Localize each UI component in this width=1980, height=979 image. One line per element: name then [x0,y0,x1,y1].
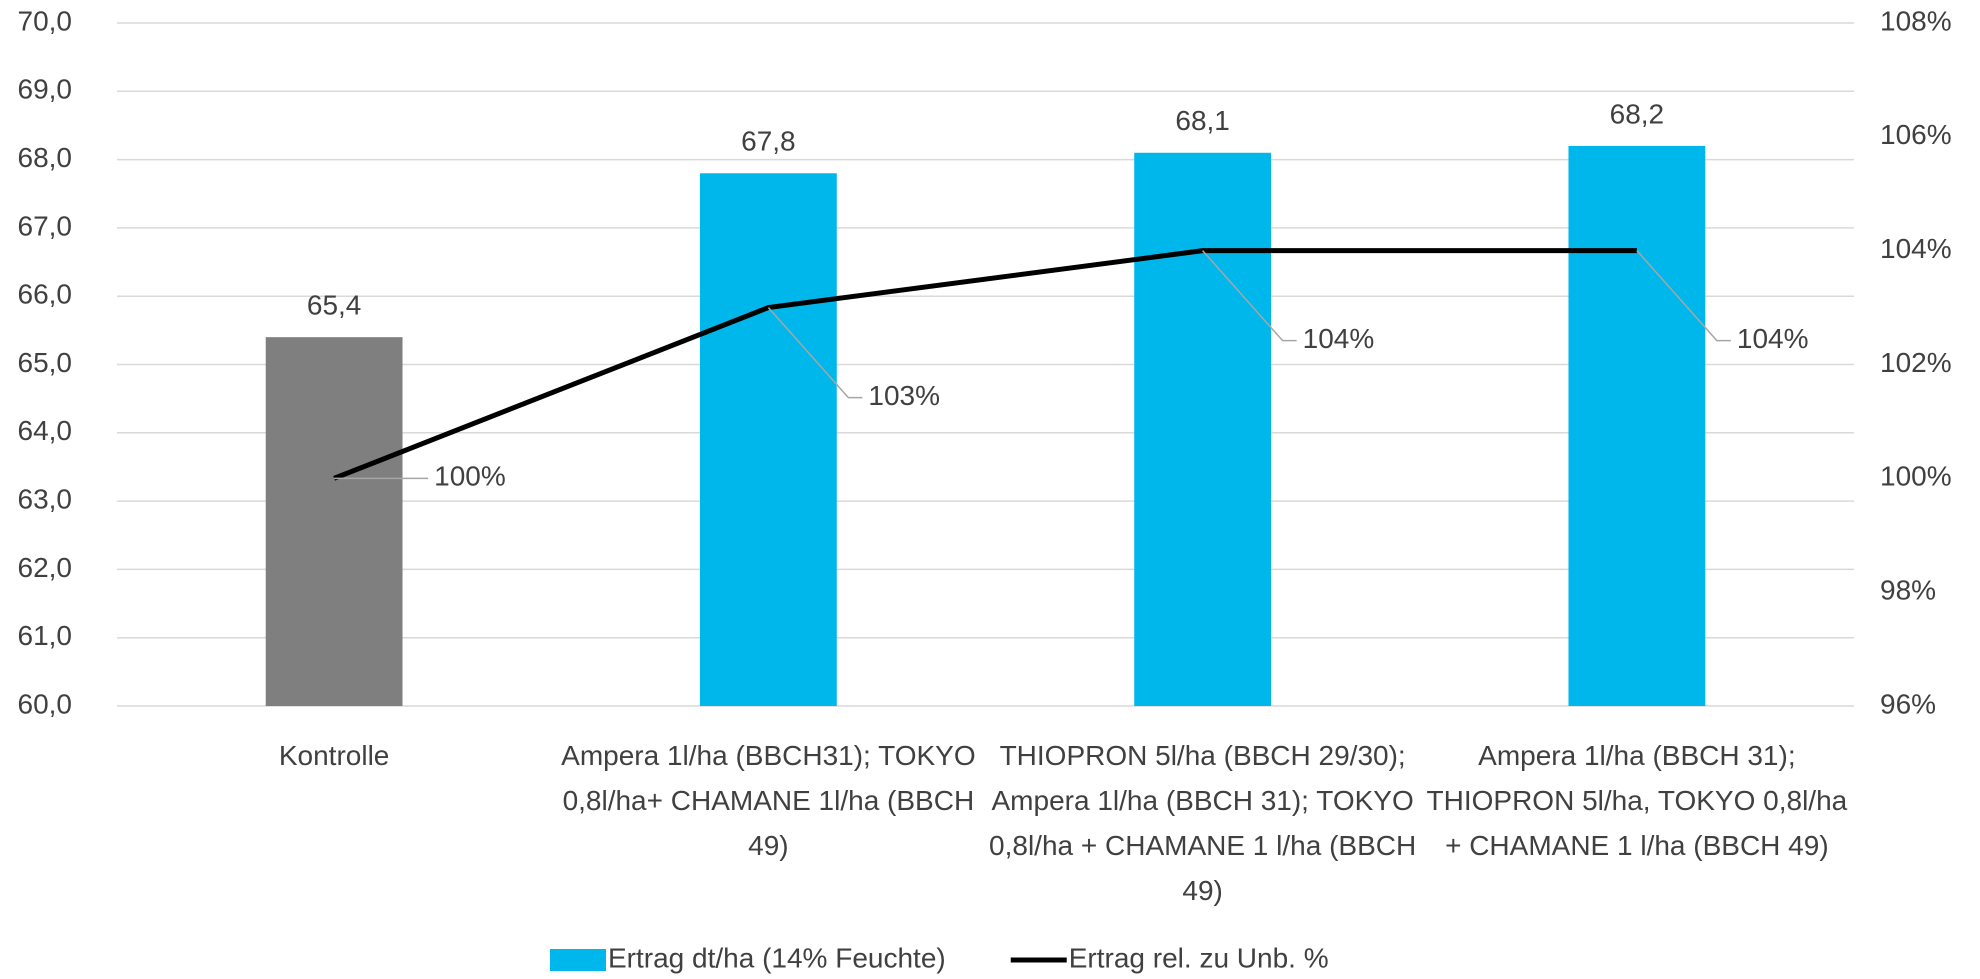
legend-swatch [550,949,606,971]
y-tick-label: 68,0 [18,142,73,173]
bar [1134,152,1272,706]
y-tick-label: 60,0 [18,688,73,719]
y2-tick-label: 96% [1880,688,1936,719]
leader-line [1202,250,1297,342]
y-tick-label: 65,0 [18,347,73,378]
data-label: 68,1 [1175,105,1230,136]
line [333,248,1637,481]
data-label: 104% [1303,323,1375,354]
bar [1568,145,1706,706]
x-tick-label-box: THIOPRON 5l/ha (BBCH 29/30); Ampera 1l/h… [989,740,1417,906]
x-tick-label-box: Ampera 1l/ha (BBCH31); TOKYO 0,8l/ha+ CH… [561,740,976,861]
x-tick-label-box: Ampera 1l/ha (BBCH 31); THIOPRON 5l/ha, … [1426,740,1848,861]
y-tick-label: 64,0 [18,415,73,446]
leader-line [767,307,863,399]
x-tick-label: THIOPRON 5l/ha (BBCH 29/30); Ampera 1l/h… [989,740,1417,906]
y-tick-label: 70,0 [18,5,73,36]
x-tick-label: Kontrolle [278,740,390,771]
x-tick-label: Ampera 1l/ha (BBCH 31); THIOPRON 5l/ha, … [1426,740,1848,861]
y-tick-label: 62,0 [18,552,73,583]
legend-label: Ertrag dt/ha (14% Feuchte) [608,942,946,973]
y2-tick-label: 102% [1880,347,1952,378]
data-label: 103% [868,380,940,411]
legend-label: Ertrag rel. zu Unb. % [1069,942,1329,973]
data-label: 104% [1737,323,1809,354]
y-tick-label: 67,0 [18,210,73,241]
y-tick-label: 69,0 [18,74,73,105]
y-tick-label: 63,0 [18,483,73,514]
y2-tick-label: 100% [1880,461,1952,492]
data-label: 65,4 [307,290,362,321]
x-tick-label-box: Kontrolle [278,740,390,771]
y2-tick-label: 98% [1880,575,1936,606]
x-tick-label: Ampera 1l/ha (BBCH31); TOKYO 0,8l/ha+ CH… [561,740,976,861]
data-label: 100% [434,461,506,492]
y-tick-label: 66,0 [18,279,73,310]
bar [265,337,403,706]
data-label: 68,2 [1610,98,1665,129]
y-tick-label: 61,0 [18,620,73,651]
y2-tick-label: 104% [1880,233,1952,264]
data-label: 67,8 [741,126,796,157]
bar [699,173,837,706]
leader-line [1636,250,1731,342]
y2-tick-label: 106% [1880,119,1952,150]
y2-tick-label: 108% [1880,5,1952,36]
